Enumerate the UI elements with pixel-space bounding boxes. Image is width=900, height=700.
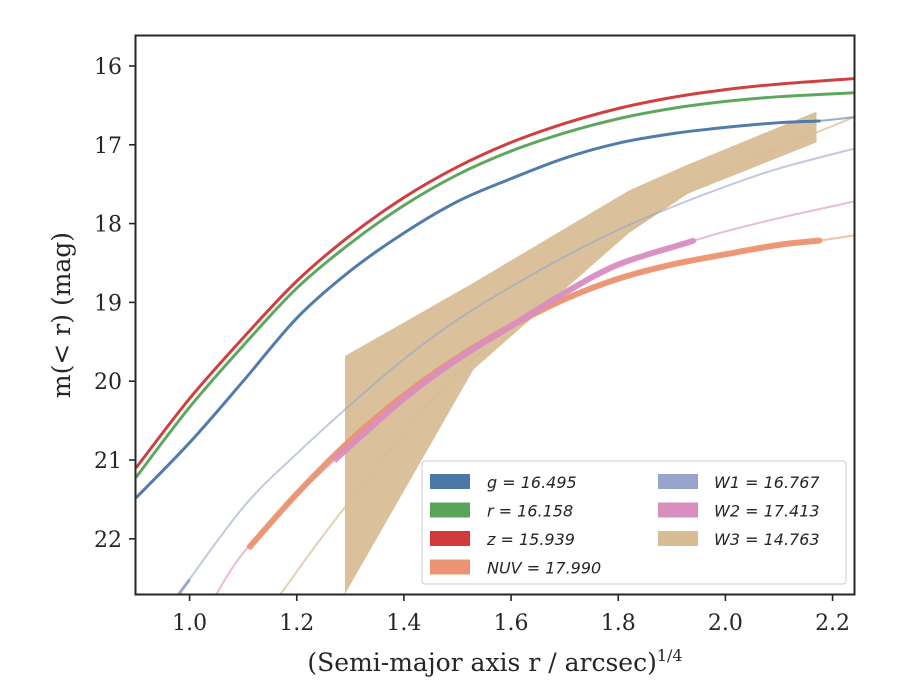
legend-swatch — [658, 474, 698, 489]
x-tick-label: 1.2 — [279, 611, 314, 636]
legend-swatch — [430, 531, 470, 546]
legend-label: W2 = 17.413 — [714, 502, 820, 521]
axis-ticks: 1.0 1.2 1.4 1.6 1.8 2.0 2.2 16 17 18 19 20 21 22 — [94, 55, 850, 636]
x-tick-label: 2.2 — [815, 611, 850, 636]
y-tick-label: 21 — [94, 449, 122, 474]
legend-box — [421, 460, 847, 585]
legend-label: g = 16.495 — [487, 473, 577, 492]
y-tick-label: 17 — [94, 134, 122, 159]
series-g-line — [136, 119, 821, 499]
legend-label: W1 = 16.767 — [714, 473, 820, 492]
y-tick-label: 19 — [94, 291, 122, 316]
x-axis-label-superscript: 1/4 — [657, 646, 683, 665]
series-z-line — [136, 77, 854, 469]
legend: g = 16.495 r = 16.158 z = 15.939 NUV = 17.9… — [421, 460, 847, 585]
x-tick-label: 1.4 — [386, 611, 421, 636]
series-r-line — [136, 91, 854, 479]
x-axis-label: (Semi-major axis r / arcsec)1/4 — [307, 646, 682, 677]
legend-swatch — [658, 502, 698, 518]
legend-swatch — [430, 474, 470, 489]
series-w3-band — [344, 111, 817, 594]
x-tick-label: 1.0 — [172, 611, 207, 636]
x-tick-label: 2.0 — [708, 611, 743, 636]
series-w2-line — [332, 237, 696, 463]
y-tick-label: 20 — [94, 370, 122, 395]
axes-frame — [134, 34, 856, 596]
legend-swatch — [430, 559, 470, 575]
plot-area — [136, 77, 854, 594]
x-tick-label: 1.8 — [601, 611, 636, 636]
legend-label: NUV = 17.990 — [487, 559, 601, 578]
y-tick-label: 18 — [94, 213, 122, 238]
x-axis-label-text: (Semi-major axis r / arcsec) — [307, 648, 656, 677]
series-w1-extrapolation-line — [177, 147, 854, 594]
series-w1-line — [177, 578, 191, 594]
y-axis-label: m(< r) (mag) — [47, 232, 76, 398]
legend-label: z = 15.939 — [486, 530, 575, 549]
y-tick-label: 16 — [94, 55, 122, 80]
legend-label: r = 16.158 — [487, 502, 573, 521]
legend-swatch — [430, 502, 470, 518]
legend-swatch — [658, 531, 698, 546]
y-tick-label: 22 — [94, 528, 122, 553]
legend-label: W3 = 14.763 — [714, 530, 820, 549]
series-nuv-line — [246, 237, 823, 551]
x-tick-label: 1.6 — [494, 611, 529, 636]
